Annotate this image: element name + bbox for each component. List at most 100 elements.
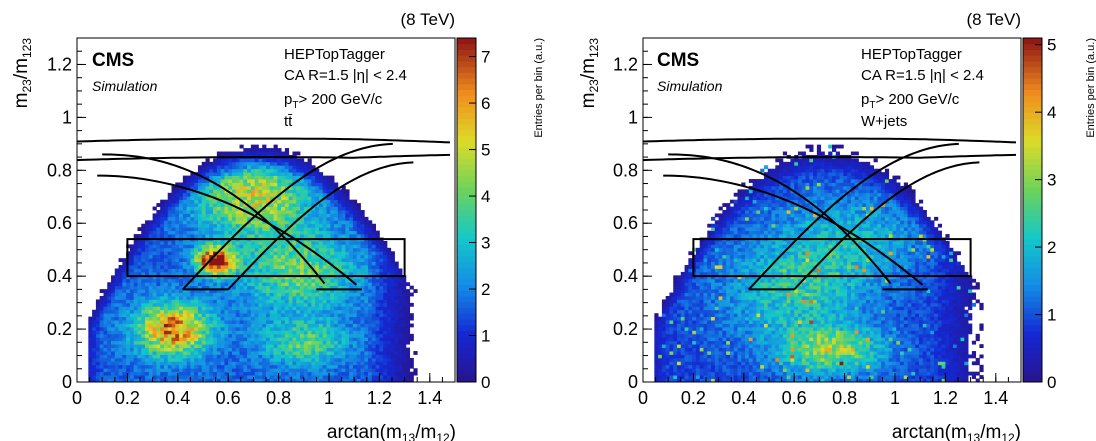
heatmap-cell [281, 278, 286, 283]
heatmap-cell [194, 240, 199, 245]
heatmap-cell [345, 227, 350, 232]
heatmap-cell [296, 344, 301, 348]
heatmap-cell [258, 347, 263, 352]
heatmap-cell [330, 189, 335, 194]
heatmap-cell [341, 203, 346, 207]
heatmap-cell [341, 333, 346, 338]
heatmap-cell [247, 320, 252, 324]
heatmap-cell [315, 323, 320, 328]
heatmap-cell [345, 375, 350, 379]
heatmap-cell [673, 289, 678, 293]
heatmap-cell [322, 271, 327, 276]
heatmap-cell [688, 333, 693, 338]
heatmap-cell [269, 244, 274, 249]
heatmap-cell [300, 313, 305, 318]
heatmap-cell [228, 340, 233, 345]
heatmap-cell [103, 296, 108, 300]
heatmap-cell [194, 220, 199, 225]
heatmap-cell [398, 323, 403, 328]
heatmap-cell [213, 309, 218, 314]
heatmap-cell [209, 282, 214, 287]
heatmap-cell [398, 320, 403, 324]
heatmap-cell [383, 316, 388, 321]
heatmap-cell [99, 296, 104, 300]
heatmap-cell [262, 271, 267, 276]
heatmap-cell [175, 292, 180, 297]
heatmap-cell [266, 364, 271, 369]
heatmap-cell [213, 333, 218, 338]
heatmap-cell [243, 364, 248, 369]
heatmap-cell [197, 216, 203, 221]
heatmap-cell [337, 265, 342, 269]
heatmap-cell [141, 313, 146, 318]
heatmap-cell [122, 337, 127, 342]
heatmap-cell [379, 251, 384, 256]
heatmap-cell [368, 254, 373, 259]
heatmap-cell [247, 172, 252, 176]
heatmap-cell [269, 227, 274, 232]
heatmap-cell [190, 320, 195, 324]
heatmap-cell [145, 254, 150, 259]
heatmap-cell [224, 347, 229, 352]
heatmap-cell [235, 203, 240, 207]
heatmap-cell [129, 364, 135, 369]
heatmap-cell [318, 378, 324, 383]
heatmap-cell [303, 320, 308, 324]
heatmap-cell [379, 378, 384, 383]
heatmap-cell [122, 275, 127, 280]
heatmap-cell [266, 320, 271, 324]
heatmap-cell [88, 333, 93, 338]
heatmap-cell [145, 240, 150, 245]
heatmap-cell [315, 361, 320, 366]
heatmap-cell [186, 275, 191, 280]
heatmap-cell [122, 330, 127, 335]
heatmap-cell [281, 251, 286, 256]
heatmap-cell [239, 351, 244, 355]
heatmap-cell [148, 254, 153, 259]
heatmap-cell [292, 196, 297, 201]
heatmap-cell [175, 361, 180, 366]
heatmap-cell [201, 278, 206, 283]
heatmap-cell [152, 289, 157, 293]
heatmap-cell [288, 357, 293, 362]
heatmap-cell [95, 302, 101, 307]
heatmap-cell [95, 361, 101, 366]
heatmap-cell [300, 351, 305, 355]
heatmap-cell [356, 220, 361, 225]
heatmap-cell [311, 165, 316, 170]
heatmap-cell [235, 192, 240, 197]
heatmap-cell [167, 375, 172, 379]
heatmap-cell [88, 357, 93, 362]
heatmap-cell [341, 223, 346, 228]
heatmap-cell [379, 254, 384, 259]
heatmap-cell [247, 330, 252, 335]
heatmap-cell [247, 251, 252, 256]
heatmap-cell [281, 333, 286, 338]
heatmap-cell [141, 282, 146, 287]
heatmap-cell [330, 357, 335, 362]
heatmap-cell [394, 378, 399, 383]
heatmap-cell [163, 203, 169, 207]
heatmap-cell [383, 371, 388, 376]
heatmap-cell [247, 347, 252, 352]
heatmap-cell [209, 172, 214, 176]
heatmap-cell [684, 340, 689, 345]
heatmap-cell [99, 309, 104, 314]
heatmap-cell [190, 268, 195, 273]
heatmap-cell [300, 268, 305, 273]
heatmap-cell [284, 292, 290, 297]
heatmap-cell [129, 289, 135, 293]
heatmap-cell [220, 196, 225, 201]
heatmap-cell [345, 292, 350, 297]
heatmap-cell [209, 203, 214, 207]
heatmap-cell [231, 189, 237, 194]
heatmap-cell [349, 316, 354, 321]
heatmap-cell [122, 361, 127, 366]
heatmap-cell [330, 313, 335, 318]
heatmap-cell [107, 313, 112, 318]
heatmap-cell [292, 210, 297, 214]
heatmap-cell [322, 227, 327, 232]
heatmap-cell [160, 282, 165, 287]
heatmap-cell [220, 330, 225, 335]
heatmap-cell [111, 357, 116, 362]
